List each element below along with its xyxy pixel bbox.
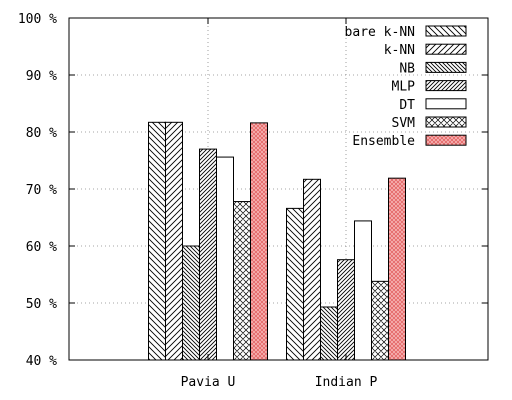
legend-swatch (425, 98, 467, 110)
legend-swatch (425, 43, 467, 55)
y-axis: 40 % 50 % 60 % 70 % 80 % 90 % 100 % (18, 12, 488, 369)
y-tick-label: 70 % (26, 183, 57, 198)
bar-svm-0 (233, 201, 251, 361)
bar-dt-0 (216, 156, 234, 361)
legend-swatch (425, 61, 467, 73)
legend-swatch (425, 116, 467, 128)
bar-mlp-1 (337, 259, 355, 361)
legend-label: Ensemble (352, 134, 415, 149)
bar-mlp-0 (199, 148, 217, 361)
bar-nb-0 (182, 245, 200, 361)
legend: bare k-NN k-NN NB MLP DT SVM Ensemble (345, 25, 467, 149)
legend-label: bare k-NN (345, 25, 415, 40)
bars (148, 121, 406, 361)
legend-swatch (425, 25, 467, 37)
bar-bare-k-nn-1 (286, 207, 304, 361)
legend-label: DT (399, 98, 415, 113)
y-tick-label: 40 % (26, 354, 57, 369)
bar-k-nn-0 (165, 121, 183, 361)
bar-dt-1 (354, 220, 372, 361)
x-tick-label: Indian P (315, 375, 378, 390)
bar-ensemble-1 (388, 177, 406, 361)
legend-label: MLP (392, 80, 416, 95)
bar-svm-1 (371, 280, 389, 361)
bar-ensemble-0 (250, 122, 268, 361)
x-tick-label: Pavia U (181, 375, 236, 390)
bar-nb-1 (320, 306, 338, 361)
bar-k-nn-1 (303, 178, 321, 361)
y-tick-label: 100 % (18, 12, 57, 27)
legend-label: SVM (392, 116, 416, 131)
y-tick-label: 80 % (26, 126, 57, 141)
y-tick-label: 50 % (26, 297, 57, 312)
plot-area (69, 18, 488, 360)
bar-bare-k-nn-0 (148, 121, 166, 361)
legend-label: k-NN (384, 43, 415, 58)
legend-label: NB (399, 61, 415, 76)
legend-swatch (425, 80, 467, 92)
y-tick-label: 90 % (26, 69, 57, 84)
legend-swatch (425, 134, 467, 146)
y-tick-label: 60 % (26, 240, 57, 255)
x-axis: Pavia U Indian P (181, 18, 378, 390)
